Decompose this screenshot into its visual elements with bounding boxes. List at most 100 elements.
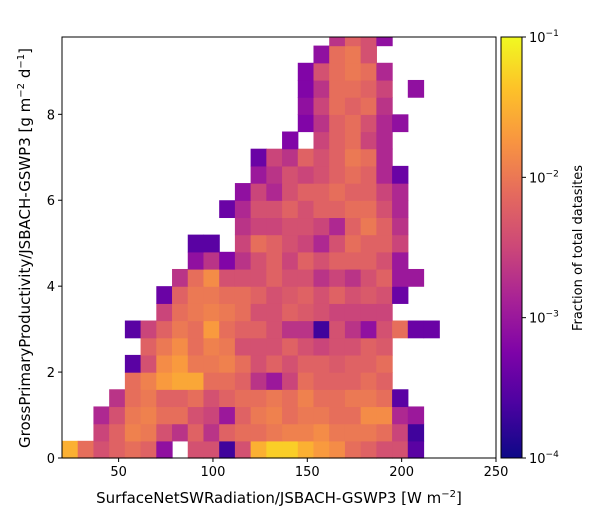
heatmap-cell bbox=[313, 79, 330, 98]
colorbar-tick-label: 10−1 bbox=[529, 29, 559, 46]
heatmap-cell bbox=[297, 183, 315, 201]
colorbar-tick-base: 10 bbox=[529, 312, 546, 327]
heatmap-cell bbox=[344, 389, 362, 408]
heatmap-cell bbox=[329, 183, 346, 201]
heatmap-cell bbox=[344, 268, 362, 287]
heatmap-cell bbox=[250, 268, 267, 287]
heatmap-cell bbox=[282, 303, 299, 322]
heatmap-cell bbox=[219, 389, 236, 408]
heatmap-cell bbox=[219, 286, 236, 304]
heatmap-cell bbox=[234, 423, 252, 442]
heatmap-cell bbox=[376, 286, 393, 304]
heatmap-cell bbox=[282, 131, 299, 150]
heatmap-cell bbox=[156, 423, 173, 442]
heatmap-cell bbox=[392, 200, 409, 219]
heatmap-cell bbox=[297, 148, 315, 167]
colorbar-tick-base: 10 bbox=[529, 452, 546, 467]
heatmap-cell bbox=[219, 268, 236, 287]
heatmap-cell bbox=[329, 372, 346, 390]
heatmap-cell bbox=[376, 423, 393, 442]
heatmap-cell bbox=[282, 148, 299, 167]
heatmap-cell bbox=[376, 131, 393, 150]
heatmap-cell bbox=[124, 423, 142, 442]
heatmap-cell bbox=[376, 183, 393, 201]
heatmap-cell bbox=[360, 165, 377, 184]
heatmap-cell bbox=[219, 423, 236, 442]
heatmap-cell bbox=[329, 440, 346, 459]
heatmap-cell bbox=[172, 337, 189, 356]
heatmap-cell bbox=[219, 337, 236, 356]
heatmap-cell bbox=[297, 268, 315, 287]
heatmap-cell bbox=[234, 303, 252, 322]
heatmap-cell bbox=[282, 286, 299, 304]
heatmap-cell bbox=[344, 183, 362, 201]
colorbar-tick-exponent: −2 bbox=[546, 169, 559, 179]
heatmap-cell bbox=[329, 79, 346, 98]
heatmap-cell bbox=[360, 337, 377, 356]
heatmap-cell bbox=[234, 372, 252, 390]
heatmap-cell bbox=[297, 372, 315, 390]
heatmap-cell bbox=[297, 234, 315, 253]
heatmap-cell bbox=[172, 303, 189, 322]
x-tick-label: 50 bbox=[110, 465, 127, 480]
heatmap-cell bbox=[313, 354, 330, 373]
heatmap-cell bbox=[329, 234, 346, 253]
heatmap-cell bbox=[234, 389, 252, 408]
x-axis-label: SurfaceNetSWRadiation/JSBACH-GSWP3 [W m−… bbox=[96, 489, 462, 507]
heatmap-cell bbox=[266, 148, 283, 167]
heatmap-cell bbox=[360, 268, 377, 287]
heatmap-cell bbox=[266, 423, 283, 442]
heatmap-cell bbox=[219, 320, 236, 339]
heatmap-cell bbox=[344, 148, 362, 167]
heatmap-cell bbox=[219, 372, 236, 390]
heatmap-cell bbox=[423, 320, 440, 339]
colorbar-tick-exponent: −3 bbox=[546, 310, 559, 320]
heatmap-cell bbox=[297, 251, 315, 270]
y-axis-label-sup2: −1 bbox=[16, 54, 27, 69]
heatmap-cell bbox=[234, 354, 252, 373]
heatmap-cell bbox=[329, 62, 346, 81]
heatmap-cell bbox=[313, 131, 330, 150]
heatmap-cell bbox=[344, 337, 362, 356]
heatmap-cell bbox=[344, 165, 362, 184]
heatmap-cell bbox=[297, 97, 315, 115]
heatmap-cell bbox=[187, 286, 205, 304]
heatmap-cell bbox=[392, 183, 409, 201]
heatmap-cell bbox=[313, 97, 330, 115]
colorbar-tick-label: 10−2 bbox=[529, 169, 559, 186]
heatmap-cell bbox=[344, 217, 362, 236]
x-axis-label-sup: −2 bbox=[441, 489, 456, 500]
heatmap-cell bbox=[266, 372, 283, 390]
heatmap-cell bbox=[360, 372, 377, 390]
heatmap-cell bbox=[329, 200, 346, 219]
heatmap-cell bbox=[172, 268, 189, 287]
heatmap-cell bbox=[282, 320, 299, 339]
heatmap-cell bbox=[266, 251, 283, 270]
heatmap-cell bbox=[219, 251, 236, 270]
heatmap-cell bbox=[156, 337, 173, 356]
colorbar-tick-base: 10 bbox=[529, 31, 546, 46]
heatmap-cell bbox=[124, 440, 142, 459]
heatmap-cell bbox=[219, 200, 236, 219]
heatmap-cell bbox=[376, 251, 393, 270]
heatmap-cell bbox=[250, 234, 267, 253]
heatmap-cell bbox=[234, 286, 252, 304]
heatmap-cell bbox=[156, 354, 173, 373]
heatmap-cell bbox=[360, 389, 377, 408]
heatmap-cell bbox=[282, 423, 299, 442]
x-tick-label: 100 bbox=[201, 465, 226, 480]
heatmap-cell bbox=[376, 406, 393, 425]
heatmap-cell bbox=[329, 337, 346, 356]
heatmap-cell bbox=[282, 337, 299, 356]
heatmap-cell bbox=[266, 440, 283, 459]
heatmap-cell bbox=[329, 268, 346, 287]
heatmap-cell bbox=[219, 440, 236, 459]
heatmap-cell bbox=[140, 372, 157, 390]
heatmap-cell bbox=[313, 440, 330, 459]
heatmap-cell bbox=[203, 303, 220, 322]
heatmap-cell bbox=[392, 389, 409, 408]
heatmap-cell bbox=[313, 320, 330, 339]
heatmap-cell bbox=[109, 406, 126, 425]
heatmap-cell bbox=[156, 320, 173, 339]
heatmap-cell bbox=[124, 354, 142, 373]
